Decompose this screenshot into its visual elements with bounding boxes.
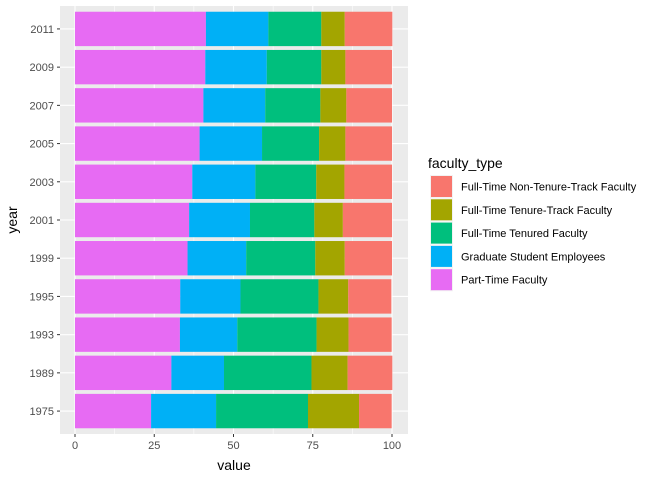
bar-segment-2011-full-time-tenured-faculty [268, 11, 322, 47]
y-tick-label: 1995 [30, 291, 54, 303]
legend: faculty_type Full-Time Non-Tenure-Track … [428, 155, 637, 292]
bar-segment-2001-full-time-non-tenure-track-faculty [342, 202, 392, 238]
legend-title: faculty_type [428, 155, 503, 171]
legend-label: Full-Time Tenured Faculty [461, 228, 588, 240]
legend-key [431, 199, 452, 221]
bar-segment-1975-full-time-non-tenure-track-faculty [359, 393, 392, 429]
bar-segment-1995-full-time-tenure-track-faculty [318, 279, 349, 314]
bar-segment-2001-full-time-tenure-track-faculty [314, 202, 343, 238]
bar-segment-1995-full-time-tenured-faculty [240, 279, 319, 314]
bar-segment-2007-graduate-student-employees [203, 88, 266, 123]
bar-segment-1975-full-time-tenured-faculty [216, 393, 308, 429]
legend-label: Graduate Student Employees [461, 251, 606, 263]
legend-key [431, 222, 452, 244]
bar-segment-2007-full-time-tenured-faculty [265, 88, 321, 123]
y-tick-label: 2001 [30, 215, 54, 227]
bar-segment-2001-full-time-tenured-faculty [249, 202, 315, 238]
y-tick-label: 2009 [30, 62, 54, 74]
bar-segment-1995-full-time-non-tenure-track-faculty [348, 279, 392, 314]
bar-segment-1975-graduate-student-employees [151, 393, 217, 429]
bar-segment-1993-full-time-non-tenure-track-faculty [348, 317, 392, 352]
y-axis: 1975 1989 1993 1995 1999 2001 2003 2005 2007 2009… [30, 24, 60, 418]
y-tick-label: 1975 [30, 406, 54, 418]
bar-segment-2007-full-time-non-tenure-track-faculty [346, 88, 392, 123]
bars [75, 11, 393, 429]
legend-key [431, 269, 452, 291]
bar-segment-1975-full-time-tenure-track-faculty [307, 393, 360, 429]
bar-segment-1975-part-time-faculty [75, 393, 152, 429]
y-axis-title: year [4, 206, 20, 234]
y-tick-label: 2007 [30, 100, 54, 112]
legend-key [431, 245, 452, 267]
bar-segment-2001-part-time-faculty [75, 202, 190, 238]
bar-segment-2005-full-time-tenure-track-faculty [319, 126, 346, 161]
bar-segment-1993-full-time-tenured-faculty [237, 317, 317, 352]
bar-segment-2009-full-time-tenured-faculty [266, 49, 322, 85]
bar-segment-2009-graduate-student-employees [205, 49, 267, 85]
x-tick-label: 25 [148, 440, 160, 452]
bar-segment-1999-full-time-tenured-faculty [246, 241, 316, 276]
bar-segment-1999-full-time-tenure-track-faculty [315, 241, 345, 276]
x-tick-label: 75 [307, 440, 319, 452]
legend-label: Part-Time Faculty [461, 275, 548, 287]
x-tick-label: 50 [227, 440, 239, 452]
bar-segment-1993-part-time-faculty [75, 317, 180, 352]
bar-segment-1999-graduate-student-employees [187, 241, 247, 276]
x-axis-title: value [217, 457, 251, 473]
bar-segment-2011-part-time-faculty [75, 11, 206, 47]
bar-segment-2003-graduate-student-employees [192, 164, 256, 199]
bar-segment-1993-graduate-student-employees [179, 317, 238, 352]
bar-segment-2009-full-time-tenure-track-faculty [321, 49, 346, 85]
bar-segment-2005-full-time-non-tenure-track-faculty [345, 126, 392, 161]
x-axis: 0 25 50 75 100 [72, 434, 401, 452]
y-tick-label: 2003 [30, 177, 54, 189]
x-tick-label: 100 [383, 440, 401, 452]
bar-segment-1995-graduate-student-employees [180, 279, 241, 314]
bar-segment-1989-part-time-faculty [75, 355, 172, 391]
bar-segment-2003-full-time-non-tenure-track-faculty [344, 164, 392, 199]
bar-segment-2009-part-time-faculty [75, 49, 206, 85]
bar-segment-2011-full-time-non-tenure-track-faculty [344, 11, 393, 47]
bar-segment-1999-part-time-faculty [75, 241, 188, 276]
y-tick-label: 1993 [30, 330, 54, 342]
bar-segment-1995-part-time-faculty [75, 279, 181, 314]
legend-label: Full-Time Non-Tenure-Track Faculty [461, 182, 637, 194]
bar-segment-2001-graduate-student-employees [189, 202, 250, 238]
bar-segment-1989-full-time-tenured-faculty [223, 355, 312, 391]
bar-segment-1989-graduate-student-employees [171, 355, 224, 391]
x-tick-label: 0 [72, 440, 78, 452]
bar-segment-2011-full-time-tenure-track-faculty [321, 11, 345, 47]
bar-segment-2007-part-time-faculty [75, 88, 204, 123]
bar-segment-1989-full-time-non-tenure-track-faculty [347, 355, 393, 391]
y-tick-label: 1999 [30, 253, 54, 265]
bar-segment-1989-full-time-tenure-track-faculty [311, 355, 348, 391]
bar-segment-2009-full-time-non-tenure-track-faculty [345, 49, 392, 85]
y-tick-label: 2011 [30, 24, 54, 36]
y-tick-label: 2005 [30, 139, 54, 151]
bar-segment-2003-full-time-tenure-track-faculty [316, 164, 345, 199]
bar-segment-1999-full-time-non-tenure-track-faculty [344, 241, 392, 276]
bar-segment-2005-graduate-student-employees [199, 126, 263, 161]
bar-segment-2007-full-time-tenure-track-faculty [320, 88, 347, 123]
y-tick-label: 1989 [30, 368, 54, 380]
legend-key [431, 176, 452, 197]
legend-label: Full-Time Tenure-Track Faculty [461, 205, 613, 217]
bar-segment-2011-graduate-student-employees [205, 11, 269, 47]
bar-segment-1993-full-time-tenure-track-faculty [316, 317, 349, 352]
bar-segment-2005-part-time-faculty [75, 126, 200, 161]
bar-segment-2005-full-time-tenured-faculty [262, 126, 320, 161]
bar-segment-2003-part-time-faculty [75, 164, 193, 199]
bar-segment-2003-full-time-tenured-faculty [255, 164, 317, 199]
